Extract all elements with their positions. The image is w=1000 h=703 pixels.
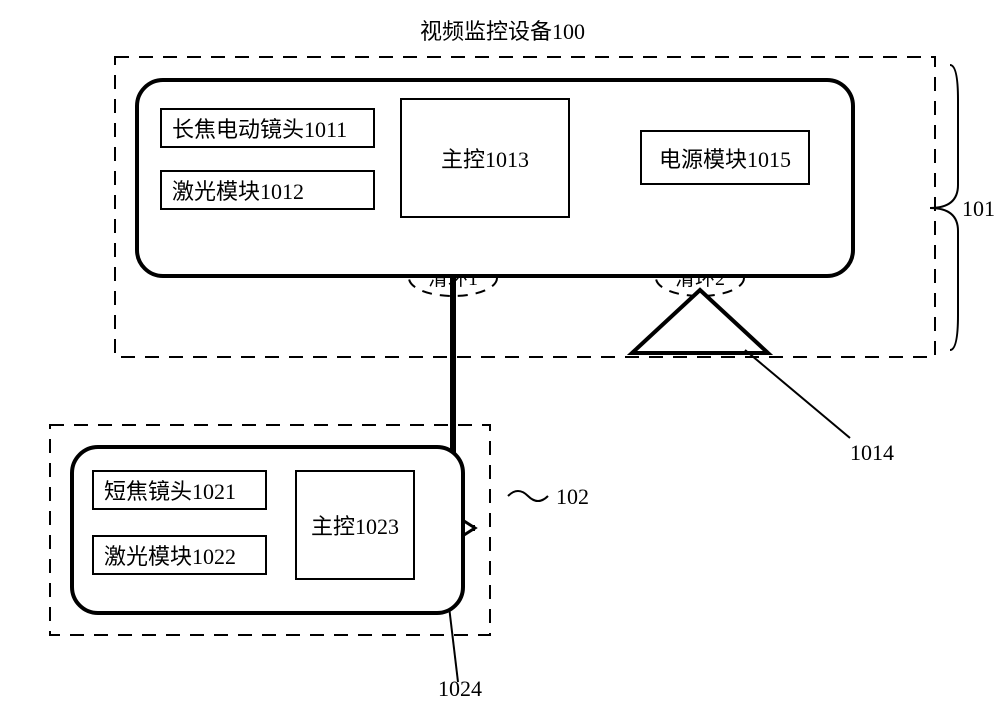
ref-1014: 1014 bbox=[850, 440, 894, 466]
box-lens-1011: 长焦电动镜头1011 bbox=[160, 108, 375, 148]
label-power-1015: 电源模块1015 bbox=[659, 142, 791, 174]
label-laser-1012: 激光模块1012 bbox=[172, 174, 304, 206]
label-laser-1022: 激光模块1022 bbox=[104, 539, 236, 571]
ref-101: 101 bbox=[962, 196, 995, 222]
box-laser-1022: 激光模块1022 bbox=[92, 535, 267, 575]
box-laser-1012: 激光模块1012 bbox=[160, 170, 375, 210]
label-lens-1011: 长焦电动镜头1011 bbox=[172, 112, 347, 144]
label-main-1013: 主控1013 bbox=[441, 142, 529, 174]
box-power-1015: 电源模块1015 bbox=[640, 130, 810, 185]
tilde-102 bbox=[508, 491, 548, 501]
leader-1014 bbox=[745, 350, 850, 438]
label-main-1023: 主控1023 bbox=[311, 509, 399, 541]
triangle-1014 bbox=[632, 290, 768, 353]
ref-102: 102 bbox=[556, 484, 589, 510]
box-main-1013: 主控1013 bbox=[400, 98, 570, 218]
label-lens-1021: 短焦镜头1021 bbox=[104, 474, 236, 506]
ref-1024: 1024 bbox=[438, 676, 482, 702]
box-lens-1021: 短焦镜头1021 bbox=[92, 470, 267, 510]
box-main-1023: 主控1023 bbox=[295, 470, 415, 580]
